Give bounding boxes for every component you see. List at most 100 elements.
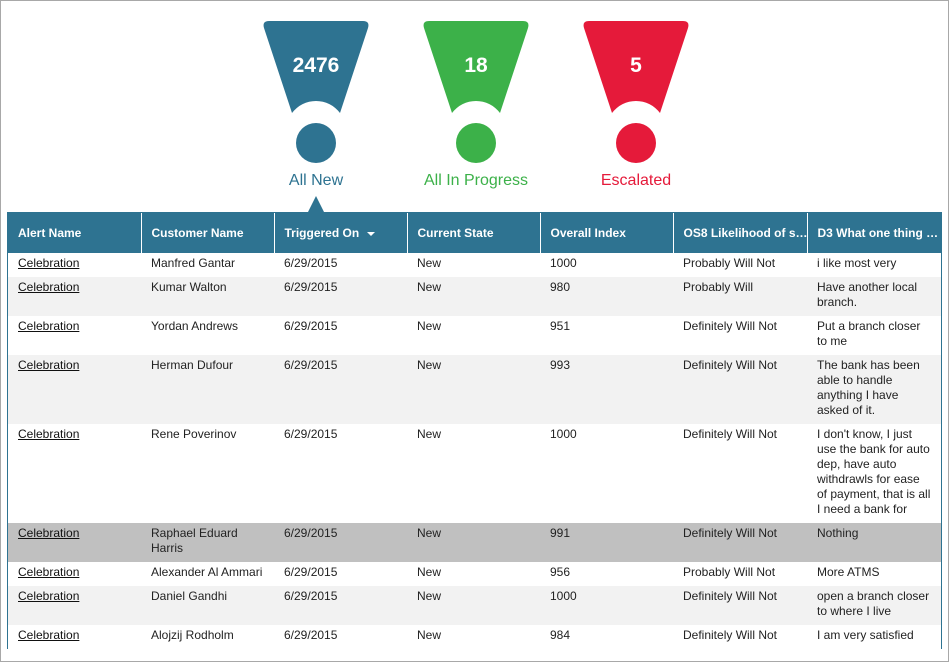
table-cell: Probably Will bbox=[673, 277, 807, 316]
table-cell: Have another local branch. bbox=[807, 277, 941, 316]
table-cell: 951 bbox=[550, 319, 571, 333]
table-cell: Alojzij Rodholm bbox=[151, 628, 234, 642]
header-row: Alert Name Customer Name Triggered On Curre… bbox=[8, 213, 941, 253]
table-cell: Alexander Al Ammari bbox=[151, 565, 263, 579]
table-row[interactable]: Celebration Herman Dufour 6/29/2015 New 993 D… bbox=[8, 355, 941, 424]
table-cell: 6/29/2015 bbox=[274, 355, 407, 424]
column-header[interactable]: Alert Name bbox=[8, 213, 141, 253]
status-label: All New bbox=[289, 172, 344, 189]
status-count: 18 bbox=[464, 54, 488, 77]
table-row[interactable]: Celebration Raphael Eduard Harris 6/29/201… bbox=[8, 523, 941, 562]
table-cell: 6/29/2015 bbox=[274, 277, 407, 316]
table-cell: Nothing bbox=[807, 523, 941, 562]
table-row[interactable]: Celebration Manfred Gantar 6/29/2015 New 100… bbox=[8, 253, 941, 277]
column-header[interactable]: Current State bbox=[406, 213, 540, 253]
alerts-table: Alert Name Customer Name Triggered On Curre… bbox=[7, 212, 942, 649]
table-cell: Celebration bbox=[8, 277, 141, 316]
table-cell: Celebration bbox=[8, 424, 141, 523]
column-header[interactable]: Overall Index bbox=[539, 213, 673, 253]
table-cell: 984 bbox=[550, 628, 571, 642]
table-cell: Raphael Eduard Harris bbox=[141, 523, 274, 562]
table: Alert Name Customer Name Triggered On Curre… bbox=[8, 213, 941, 649]
table-row[interactable]: Celebration Alexander Al Ammari 6/29/2015 N… bbox=[8, 562, 941, 586]
column-header[interactable]: D3 What one thing … bbox=[806, 213, 941, 253]
table-cell: 6/29/2015 bbox=[284, 319, 338, 333]
funnel-dot bbox=[456, 123, 496, 163]
table-cell: New bbox=[417, 256, 442, 270]
table-cell: 6/29/2015 bbox=[284, 628, 338, 642]
table-cell: i like most very bbox=[817, 256, 897, 270]
table-cell: 6/29/2015 bbox=[284, 565, 338, 579]
table-cell: Celebration bbox=[8, 523, 141, 562]
table-cell: Kumar Walton bbox=[141, 277, 274, 316]
alert-link[interactable]: Celebration bbox=[18, 589, 80, 603]
table-row[interactable]: Celebration Yordan Andrews 6/29/2015 New 951… bbox=[8, 316, 941, 355]
table-cell: New bbox=[407, 277, 540, 316]
table-cell: 1000 bbox=[550, 256, 577, 270]
alert-link[interactable]: Celebration bbox=[18, 427, 80, 441]
alert-link[interactable]: Celebration bbox=[18, 526, 80, 540]
table-cell: 6/29/2015 bbox=[274, 523, 407, 562]
table-cell: Definitely Will Not bbox=[683, 628, 778, 642]
table-cell: 1000 bbox=[550, 427, 577, 441]
table-cell: Daniel Gandhi bbox=[141, 586, 274, 625]
alert-link[interactable]: Celebration bbox=[18, 358, 80, 372]
table-cell: More ATMS bbox=[817, 565, 880, 579]
status-label: All In Progress bbox=[424, 172, 528, 189]
alert-link[interactable]: Celebration bbox=[18, 256, 80, 270]
status-count: 5 bbox=[630, 54, 642, 77]
table-cell: open a branch closer to where I live bbox=[807, 586, 941, 625]
table-cell: Celebration bbox=[8, 586, 141, 625]
table-cell: 6/29/2015 bbox=[284, 256, 338, 270]
table-cell: Probably Will Not bbox=[683, 256, 776, 270]
table-cell: Probably Will Not bbox=[683, 565, 776, 579]
funnel bbox=[583, 21, 689, 113]
alert-link[interactable]: Celebration bbox=[18, 319, 80, 333]
table-cell: New bbox=[417, 565, 442, 579]
table-row[interactable]: Celebration Alojzij Rodholm 6/29/2015 New 98… bbox=[8, 625, 941, 649]
table-cell: Definitely Will Not bbox=[683, 319, 778, 333]
funnel bbox=[423, 21, 529, 113]
funnel-dot bbox=[616, 123, 656, 163]
status-count: 2476 bbox=[293, 54, 340, 77]
table-cell: Definitely Will Not bbox=[673, 523, 807, 562]
table-cell: Yordan Andrews bbox=[151, 319, 238, 333]
alert-link[interactable]: Celebration bbox=[18, 565, 80, 579]
status-tile[interactable]: 5 Escalated bbox=[583, 21, 689, 189]
table-cell: New bbox=[407, 586, 540, 625]
status-tiles: 2476 All New 18 All In Progress 5 Escalated bbox=[263, 21, 689, 213]
table-cell: The bank has been able to handle anythin… bbox=[807, 355, 941, 424]
table-cell: New bbox=[417, 427, 442, 441]
table-cell: Definitely Will Not bbox=[673, 586, 807, 625]
table-cell: Celebration bbox=[8, 316, 141, 355]
column-header[interactable]: OS8 Likelihood of s… bbox=[672, 213, 807, 253]
funnel bbox=[263, 21, 369, 113]
table-cell: I am very satisfied bbox=[817, 628, 914, 642]
status-tile[interactable]: 2476 All New bbox=[263, 21, 369, 213]
column-header[interactable]: Customer Name bbox=[140, 213, 274, 253]
table-row[interactable]: Celebration Kumar Walton 6/29/2015 New 980 Pr… bbox=[8, 277, 941, 316]
table-cell: New bbox=[407, 355, 540, 424]
table-cell: Herman Dufour bbox=[141, 355, 274, 424]
alert-link[interactable]: Celebration bbox=[18, 628, 80, 642]
status-tile[interactable]: 18 All In Progress bbox=[423, 21, 529, 189]
table-cell: 6/29/2015 bbox=[274, 586, 407, 625]
table-row[interactable]: Celebration Daniel Gandhi 6/29/2015 New 1000… bbox=[8, 586, 941, 625]
table-cell: Put a branch closer to me bbox=[817, 319, 921, 348]
selected-pointer bbox=[307, 196, 325, 213]
table-cell: 991 bbox=[540, 523, 673, 562]
table-cell: 6/29/2015 bbox=[284, 427, 338, 441]
table-row[interactable]: Celebration Rene Poverinov 6/29/2015 New 100… bbox=[8, 424, 941, 523]
funnel-dot bbox=[296, 123, 336, 163]
table-cell: Celebration bbox=[8, 355, 141, 424]
table-cell: 980 bbox=[540, 277, 673, 316]
table-cell: Manfred Gantar bbox=[151, 256, 236, 270]
table-cell: Celebration bbox=[8, 625, 141, 649]
table-cell: 1000 bbox=[540, 586, 673, 625]
status-label: Escalated bbox=[601, 172, 671, 189]
column-header[interactable]: Triggered On bbox=[273, 213, 407, 253]
table-cell: New bbox=[417, 319, 442, 333]
alert-link[interactable]: Celebration bbox=[18, 280, 80, 294]
table-cell: Definitely Will Not bbox=[683, 427, 778, 441]
